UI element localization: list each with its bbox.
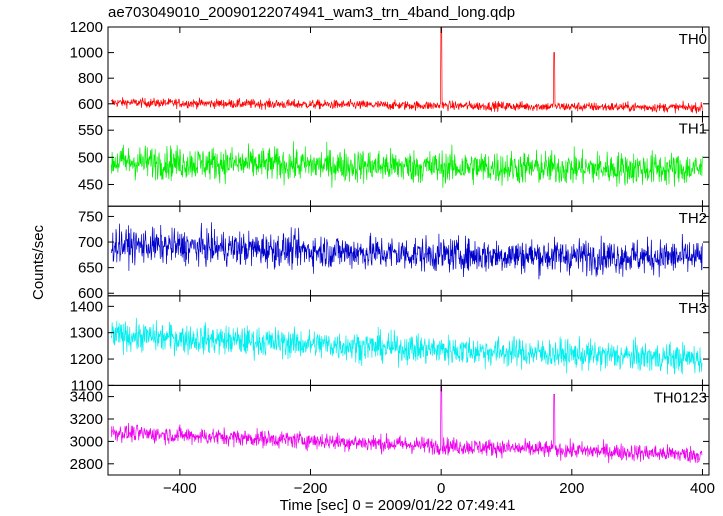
y-tick-label-th2: 750 (78, 208, 103, 225)
y-axis-label: Counts/sec (30, 224, 47, 300)
y-tick-label-th0: 800 (78, 70, 103, 87)
y-tick-label-th0: 1200 (70, 19, 103, 36)
x-tick-label: 200 (559, 480, 584, 497)
panel-label-th0123: TH0123 (654, 389, 707, 406)
y-tick-label-th0123: 3000 (70, 433, 103, 450)
y-tick-label-th0123: 3400 (70, 389, 103, 406)
chart-title: ae703049010_20090122074941_wam3_trn_4ban… (108, 4, 516, 21)
y-tick-label-th1: 550 (78, 122, 103, 139)
y-tick-label-th0123: 3200 (70, 411, 103, 428)
y-tick-label-th0: 600 (78, 96, 103, 113)
y-tick-label-th3: 1200 (70, 351, 103, 368)
y-tick-label-th0: 1000 (70, 45, 103, 62)
series-line-th3 (110, 317, 703, 375)
series-line-th0 (110, 26, 703, 114)
y-tick-label-th1: 450 (78, 176, 103, 193)
series-line-th1 (110, 141, 703, 188)
y-tick-label-th2: 600 (78, 285, 103, 302)
x-axis-label: Time [sec] 0 = 2009/01/22 07:49:41 (279, 497, 516, 514)
x-tick-label: 0 (437, 480, 445, 497)
x-tick-label: −200 (294, 480, 328, 497)
y-tick-label-th3: 1400 (70, 298, 103, 315)
panel-label-th0: TH0 (679, 31, 707, 48)
y-tick-label-th3: 1100 (71, 377, 103, 394)
panel-label-th1: TH1 (679, 121, 707, 138)
x-tick-label: −400 (163, 480, 197, 497)
series-line-th2 (110, 222, 703, 280)
panel-frame-th0123 (107, 384, 710, 476)
y-tick-label-th2: 650 (78, 260, 103, 277)
y-tick-label-th0123: 2800 (70, 456, 103, 473)
y-tick-label-th1: 500 (78, 149, 103, 166)
series-line-th0123 (110, 385, 703, 464)
panel-label-th2: TH2 (679, 210, 707, 227)
panel-label-th3: TH3 (679, 300, 707, 317)
y-tick-label-th2: 700 (78, 234, 103, 251)
x-tick-label: 400 (690, 480, 715, 497)
y-tick-label-th3: 1300 (70, 325, 103, 342)
